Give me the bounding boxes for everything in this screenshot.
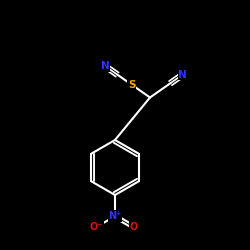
Text: S: S [128, 80, 135, 90]
Text: N: N [178, 70, 187, 80]
Text: N: N [100, 61, 109, 71]
Text: O: O [129, 222, 138, 232]
Text: N⁺: N⁺ [108, 211, 122, 221]
Text: O⁻: O⁻ [90, 222, 103, 232]
